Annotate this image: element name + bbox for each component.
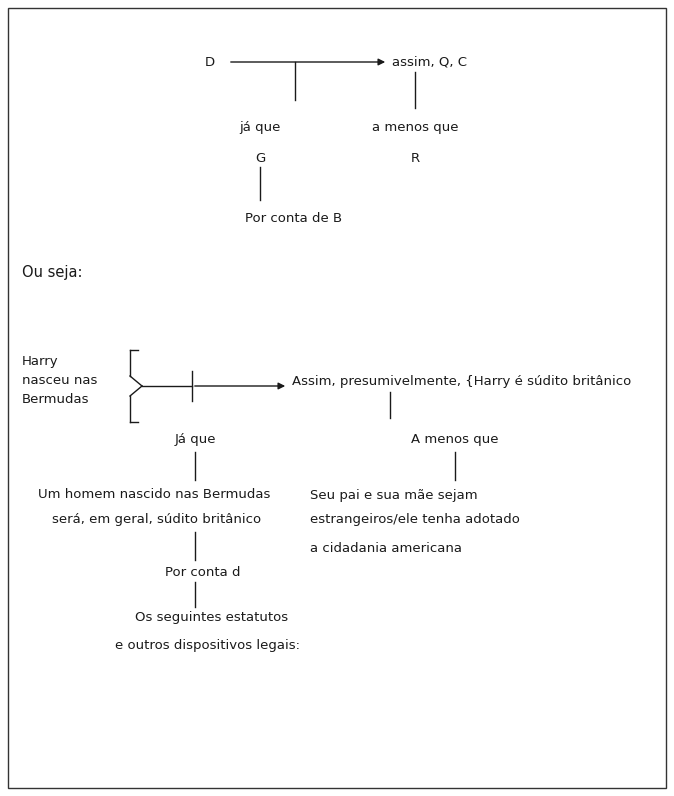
Text: a menos que: a menos que xyxy=(372,122,458,135)
Text: Seu pai e sua mãe sejam: Seu pai e sua mãe sejam xyxy=(310,489,478,501)
Text: já que: já que xyxy=(239,122,280,135)
Text: Assim, presumivelmente, {Harry é súdito britânico: Assim, presumivelmente, {Harry é súdito … xyxy=(292,376,632,388)
Text: Harry
nasceu nas
Bermudas: Harry nasceu nas Bermudas xyxy=(22,355,97,406)
Text: Os seguintes estatutos: Os seguintes estatutos xyxy=(135,611,288,625)
Text: a cidadania americana: a cidadania americana xyxy=(310,541,462,555)
Text: estrangeiros/ele tenha adotado: estrangeiros/ele tenha adotado xyxy=(310,513,520,526)
Text: Já que: Já que xyxy=(175,434,216,447)
Text: Ou seja:: Ou seja: xyxy=(22,264,82,279)
Text: Por conta de B: Por conta de B xyxy=(245,212,342,224)
Text: assim, Q, C: assim, Q, C xyxy=(392,56,467,68)
Text: e outros dispositivos legais:: e outros dispositivos legais: xyxy=(115,638,300,651)
Text: R: R xyxy=(410,151,419,165)
Text: será, em geral, súdito britânico: será, em geral, súdito britânico xyxy=(52,513,261,526)
Text: Um homem nascido nas Bermudas: Um homem nascido nas Bermudas xyxy=(38,489,270,501)
Text: Por conta d: Por conta d xyxy=(165,565,241,579)
Text: G: G xyxy=(255,151,265,165)
Text: A menos que: A menos que xyxy=(411,434,499,447)
Text: D: D xyxy=(205,56,215,68)
